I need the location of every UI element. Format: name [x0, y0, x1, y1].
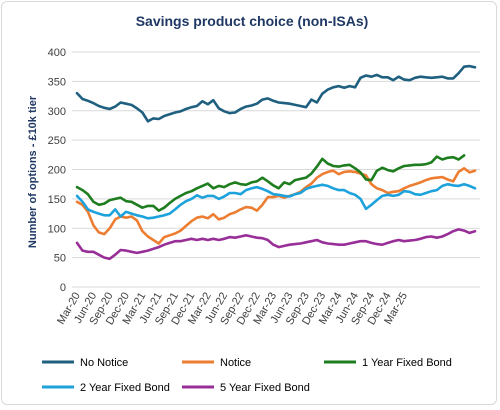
- y-axis-label: Number of options - £10k tier: [27, 95, 39, 248]
- legend-label: 2 Year Fixed Bond: [80, 382, 170, 394]
- y-tick-label: 350: [48, 76, 66, 88]
- y-tick-label: 300: [48, 106, 66, 118]
- y-tick-label: 0: [60, 282, 66, 294]
- chart-title: Savings product choice (non-ISAs): [136, 13, 369, 29]
- series-line-2-year-fixed-bond: [75, 182, 477, 220]
- x-axis-ticks: Mar-20Jun-20Sep-20Dec-20Mar-21Jun-21Sep-…: [55, 290, 410, 327]
- y-axis-ticks: 0 50 100 150 200 250 300 350 400: [48, 47, 66, 294]
- series-line-no-notice: [75, 64, 477, 123]
- y-tick-label: 150: [48, 194, 66, 206]
- y-tick-label: 250: [48, 135, 66, 147]
- legend: No Notice Notice 1 Year Fixed Bond 2 Year F…: [42, 357, 452, 394]
- legend-label: No Notice: [80, 357, 128, 369]
- series-line-1-year-fixed-bond: [75, 154, 466, 212]
- series-line-5-year-fixed-bond: [75, 228, 477, 261]
- legend-label: 5 Year Fixed Bond: [220, 382, 310, 394]
- y-tick-label: 400: [48, 47, 66, 59]
- y-tick-label: 200: [48, 165, 66, 177]
- y-tick-label: 50: [54, 253, 66, 265]
- series-lines: [75, 64, 477, 261]
- legend-label: Notice: [220, 357, 251, 369]
- chart-frame: Savings product choice (non-ISAs) Number…: [1, 1, 497, 405]
- legend-label: 1 Year Fixed Bond: [362, 357, 452, 369]
- y-tick-label: 100: [48, 223, 66, 235]
- series-line-notice: [75, 167, 477, 245]
